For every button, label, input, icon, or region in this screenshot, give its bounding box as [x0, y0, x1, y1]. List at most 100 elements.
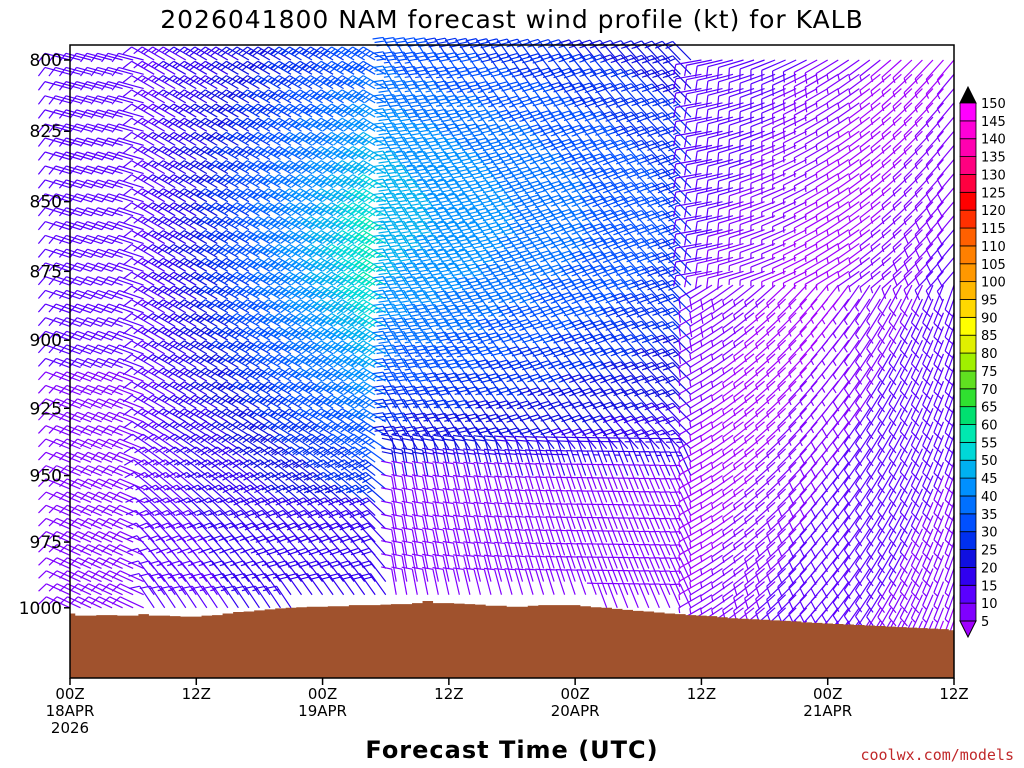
wind-barb — [37, 81, 71, 91]
wind-barb — [914, 187, 934, 212]
wind-barb — [90, 596, 123, 609]
wind-barb — [37, 344, 71, 355]
wind-barb — [354, 433, 387, 450]
wind-barb — [123, 446, 155, 463]
wind-barb — [69, 357, 102, 369]
wind-barb — [111, 478, 144, 490]
x-tick-label: 00Z — [308, 685, 337, 703]
wind-barb — [914, 173, 934, 198]
wind-barb — [48, 262, 81, 272]
wind-barb — [80, 491, 113, 503]
wind-barb — [143, 243, 176, 258]
wind-barb — [59, 504, 92, 517]
wind-barb — [804, 59, 829, 84]
wind-barb — [133, 408, 166, 423]
wind-barb — [69, 583, 102, 596]
wind-barb — [90, 531, 123, 543]
credit-link[interactable]: coolwx.com/models — [860, 746, 1014, 764]
x-tick-label: 2026 — [51, 719, 89, 737]
wind-barb — [37, 303, 71, 314]
wind-barb — [123, 459, 155, 477]
colorbar-swatch — [959, 370, 977, 390]
colorbar-swatch — [959, 602, 977, 622]
wind-barb — [80, 531, 113, 543]
wind-barb — [101, 570, 134, 583]
wind-barb — [69, 504, 102, 517]
wind-barb — [761, 243, 786, 260]
x-tick-label: 19APR — [298, 702, 347, 720]
wind-barb — [101, 165, 134, 175]
wind-barb — [766, 367, 787, 391]
wind-barb — [154, 75, 187, 90]
wind-barb — [90, 557, 123, 570]
wind-barb — [90, 81, 123, 91]
wind-barb — [48, 544, 81, 556]
wind-barb — [111, 330, 144, 341]
colorbar-label: 115 — [981, 222, 1006, 237]
wind-barb — [80, 465, 113, 477]
wind-barb — [90, 137, 123, 147]
wind-barb — [90, 234, 123, 245]
wind-barb — [80, 234, 113, 245]
wind-barb — [122, 271, 155, 286]
y-tick-label: 925 — [30, 399, 62, 419]
colorbar-label: 100 — [981, 276, 1006, 291]
wind-barb — [133, 243, 166, 258]
colorbar-under — [959, 620, 977, 639]
wind-barb — [101, 398, 134, 409]
wind-barb — [80, 179, 113, 189]
wind-barb — [728, 270, 755, 285]
wind-barb — [37, 95, 71, 105]
wind-barb — [910, 594, 923, 623]
wind-barb — [145, 484, 176, 503]
wind-barb — [122, 285, 155, 300]
wind-barb — [111, 425, 144, 436]
wind-barb — [744, 581, 765, 609]
wind-barb — [69, 66, 102, 77]
wind-barb — [143, 299, 176, 314]
x-axis-label: Forecast Time (UTC) — [365, 736, 658, 764]
wind-barb — [133, 381, 166, 396]
wind-barb — [101, 95, 134, 105]
wind-barb — [80, 276, 113, 286]
wind-barb — [739, 229, 765, 244]
wind-barb — [111, 137, 144, 147]
wind-barb — [48, 570, 81, 583]
x-tick-label: 12Z — [434, 685, 463, 703]
colorbar-swatch — [959, 477, 977, 497]
wind-barb — [766, 488, 787, 513]
wind-barb — [80, 248, 113, 259]
wind-barb — [69, 193, 102, 203]
wind-barb — [69, 570, 102, 583]
wind-barb — [788, 394, 808, 419]
wind-barb — [133, 131, 166, 146]
wind-barb — [788, 380, 808, 406]
colorbar-label: 15 — [981, 579, 998, 594]
wind-barb — [59, 478, 92, 490]
wind-barb — [111, 109, 144, 119]
wind-barb — [101, 234, 134, 245]
wind-barb — [788, 326, 808, 351]
wind-barb — [48, 596, 81, 609]
wind-barb — [788, 367, 808, 392]
wind-barb — [48, 248, 81, 259]
wind-barb — [69, 81, 102, 91]
wind-barb — [122, 230, 155, 245]
y-tick-label: 900 — [30, 331, 62, 351]
wind-barb — [111, 451, 144, 463]
wind-barb — [111, 179, 144, 189]
wind-barb — [766, 461, 787, 486]
wind-barb — [59, 491, 92, 503]
x-tick-label: 18APR — [46, 702, 95, 720]
wind-barb — [133, 433, 166, 450]
wind-barb — [777, 434, 797, 459]
colorbar-label: 45 — [981, 472, 998, 487]
wind-barb — [122, 160, 155, 175]
colorbar-swatch — [959, 191, 977, 211]
wind-barb — [149, 573, 176, 596]
wind-barb — [788, 407, 808, 433]
wind-barb — [111, 384, 144, 396]
x-tick-label: 00Z — [813, 685, 842, 703]
colorbar-swatch — [959, 567, 977, 586]
wind-barb — [914, 88, 934, 113]
